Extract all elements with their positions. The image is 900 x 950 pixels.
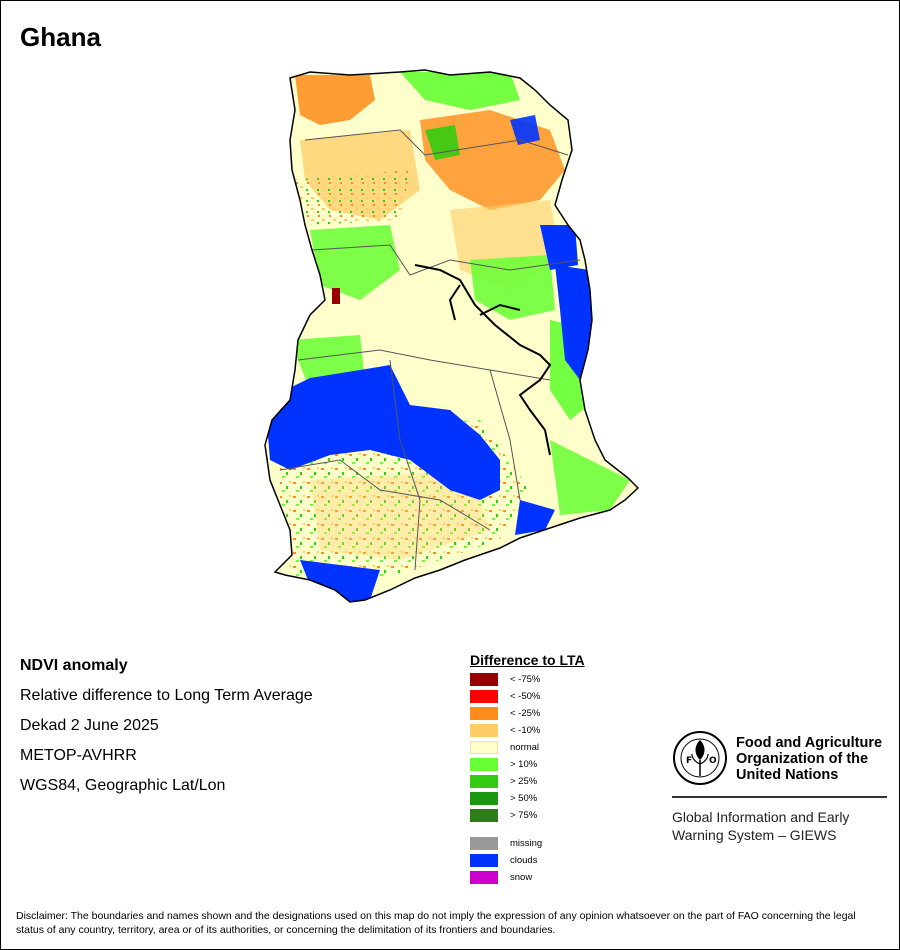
legend-item: snow xyxy=(470,869,585,886)
country-outline xyxy=(264,69,640,603)
org-name: Food and Agriculture Organization of the… xyxy=(736,735,883,783)
legend-item: normal xyxy=(470,739,585,756)
legend-item: > 50% xyxy=(470,790,585,807)
layer-description: Relative difference to Long Term Average xyxy=(20,687,313,704)
legend-swatch xyxy=(470,758,498,771)
anomaly-green-area xyxy=(310,225,400,300)
cloud-cover-area xyxy=(515,500,555,535)
legend-swatch xyxy=(470,741,498,754)
legend-swatch xyxy=(470,809,498,822)
giews-label: Global Information and Early Warning Sys… xyxy=(672,809,850,843)
legend-item: > 25% xyxy=(470,773,585,790)
divider xyxy=(672,796,887,798)
svg-text:F: F xyxy=(686,756,692,766)
legend-label: missing xyxy=(510,838,543,849)
legend-swatch xyxy=(470,792,498,805)
legend-swatch xyxy=(470,775,498,788)
legend-swatch xyxy=(470,673,498,686)
cloud-cover-area xyxy=(510,115,540,145)
ghana-map xyxy=(250,60,650,620)
cloud-cover-area xyxy=(540,225,578,270)
legend-label: < -50% xyxy=(510,691,541,702)
fao-branding: F O Food and Agriculture Organization of… xyxy=(672,730,890,844)
layer-name: NDVI anomaly xyxy=(20,657,128,674)
cloud-cover-area xyxy=(265,365,500,500)
svg-text:O: O xyxy=(709,756,717,766)
period-label: Dekad 2 June 2025 xyxy=(20,717,159,734)
legend-item: > 75% xyxy=(470,807,585,824)
legend-extra-classes: missing clouds snow xyxy=(470,835,585,886)
legend-item: < -75% xyxy=(470,671,585,688)
legend-title: Difference to LTA xyxy=(470,652,585,668)
legend-swatch xyxy=(470,871,498,884)
legend-label: < -25% xyxy=(510,708,541,719)
anomaly-orange-area xyxy=(295,75,375,125)
legend-label: snow xyxy=(510,872,533,883)
legend-label: > 25% xyxy=(510,776,538,787)
legend-label: normal xyxy=(510,742,540,753)
map-legend: Difference to LTA < -75% < -50% < -25% < -1… xyxy=(470,652,585,886)
legend-label: > 50% xyxy=(510,793,538,804)
projection-label: WGS84, Geographic Lat/Lon xyxy=(20,777,226,794)
legend-label: > 75% xyxy=(510,810,538,821)
cloud-cover-area xyxy=(300,560,380,602)
anomaly-dark-red-patch xyxy=(332,288,340,304)
anomaly-green-area xyxy=(400,72,520,110)
map-title: Ghana xyxy=(20,22,101,52)
legend-label: > 10% xyxy=(510,759,538,770)
sensor-label: METOP-AVHRR xyxy=(20,747,137,764)
lake-volta xyxy=(414,264,552,456)
legend-label: < -75% xyxy=(510,674,541,685)
legend-swatch xyxy=(470,837,498,850)
legend-swatch xyxy=(470,854,498,867)
legend-classes: < -75% < -50% < -25% < -10% normal > 10% > 25%… xyxy=(470,671,585,824)
disclaimer: Disclaimer: The boundaries and names sho… xyxy=(16,910,856,936)
anomaly-green-area xyxy=(470,255,555,320)
mixed-anomaly-area xyxy=(290,170,410,225)
legend-swatch xyxy=(470,690,498,703)
legend-item: clouds xyxy=(470,852,585,869)
cloud-cover-area xyxy=(555,265,595,380)
legend-swatch xyxy=(470,707,498,720)
legend-item: < -25% xyxy=(470,705,585,722)
anomaly-green-area xyxy=(550,440,630,515)
legend-label: clouds xyxy=(510,855,538,866)
legend-item: missing xyxy=(470,835,585,852)
fao-logo-icon: F O xyxy=(673,731,727,785)
mixed-anomaly-area xyxy=(310,470,490,560)
legend-item: < -50% xyxy=(470,688,585,705)
ndvi-anomaly-map xyxy=(264,69,640,603)
legend-item: > 10% xyxy=(470,756,585,773)
legend-label: < -10% xyxy=(510,725,541,736)
legend-item: < -10% xyxy=(470,722,585,739)
legend-swatch xyxy=(470,724,498,737)
map-info: NDVI anomaly Relative difference to Long… xyxy=(20,656,313,806)
